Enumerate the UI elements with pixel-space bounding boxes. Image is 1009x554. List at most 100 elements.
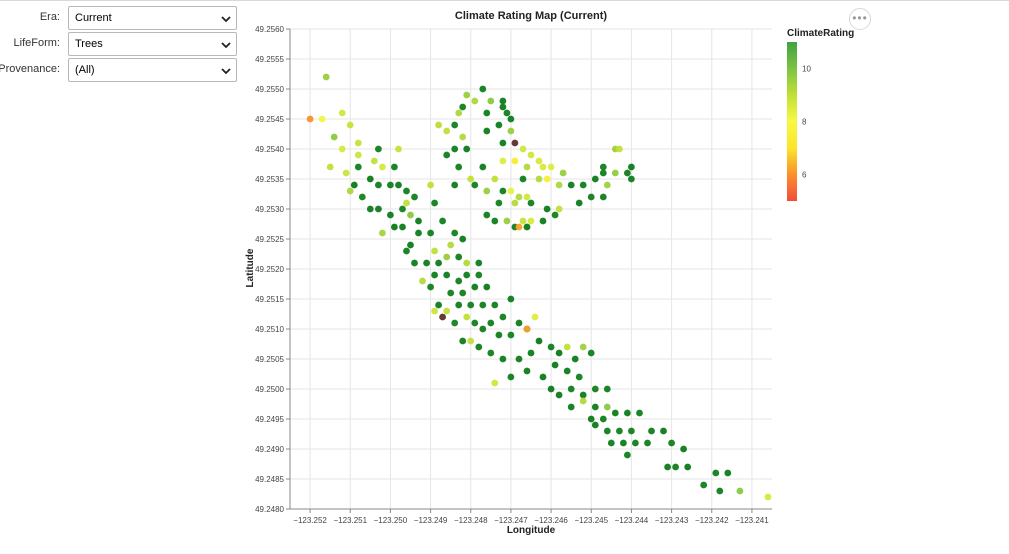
- data-point[interactable]: [346, 121, 354, 129]
- data-point[interactable]: [379, 229, 386, 237]
- data-point[interactable]: [487, 319, 495, 327]
- data-point[interactable]: [491, 175, 499, 183]
- data-point[interactable]: [439, 217, 446, 225]
- data-point[interactable]: [427, 283, 434, 291]
- data-point[interactable]: [519, 145, 527, 153]
- data-point[interactable]: [624, 409, 631, 417]
- lifeform-select[interactable]: Trees: [68, 32, 237, 56]
- data-point[interactable]: [535, 175, 543, 183]
- data-point[interactable]: [471, 97, 479, 105]
- data-point[interactable]: [515, 319, 523, 327]
- data-point[interactable]: [431, 247, 438, 255]
- data-point[interactable]: [407, 241, 414, 249]
- data-point[interactable]: [507, 295, 515, 303]
- data-point[interactable]: [403, 199, 410, 207]
- data-point[interactable]: [370, 157, 378, 165]
- data-point[interactable]: [455, 253, 463, 261]
- data-point[interactable]: [664, 463, 671, 471]
- data-point[interactable]: [463, 259, 471, 267]
- data-point[interactable]: [459, 133, 467, 141]
- data-point[interactable]: [507, 115, 515, 123]
- data-point[interactable]: [375, 145, 382, 153]
- more-options-button[interactable]: •••: [849, 8, 871, 30]
- data-point[interactable]: [527, 151, 535, 159]
- data-point[interactable]: [451, 229, 459, 237]
- data-point[interactable]: [459, 235, 467, 243]
- data-point[interactable]: [403, 187, 410, 195]
- data-point[interactable]: [603, 181, 611, 189]
- data-point[interactable]: [660, 427, 667, 435]
- data-point[interactable]: [451, 145, 459, 153]
- data-point[interactable]: [358, 193, 366, 201]
- data-point[interactable]: [563, 367, 571, 375]
- data-point[interactable]: [555, 391, 563, 399]
- data-point[interactable]: [547, 163, 555, 171]
- data-point[interactable]: [423, 259, 430, 267]
- data-point[interactable]: [567, 181, 575, 189]
- data-point[interactable]: [487, 349, 495, 357]
- data-point[interactable]: [487, 97, 495, 105]
- data-point[interactable]: [439, 313, 446, 321]
- data-point[interactable]: [403, 247, 410, 255]
- data-point[interactable]: [479, 163, 487, 171]
- data-point[interactable]: [495, 121, 503, 129]
- data-point[interactable]: [483, 127, 491, 135]
- data-point[interactable]: [591, 421, 599, 429]
- data-point[interactable]: [435, 259, 442, 267]
- data-point[interactable]: [551, 211, 559, 219]
- data-point[interactable]: [603, 403, 611, 411]
- data-point[interactable]: [391, 163, 398, 171]
- data-point[interactable]: [318, 115, 326, 123]
- data-point[interactable]: [543, 205, 551, 213]
- data-point[interactable]: [575, 373, 583, 381]
- data-point[interactable]: [483, 187, 491, 195]
- data-point[interactable]: [523, 193, 531, 201]
- data-point[interactable]: [435, 301, 442, 309]
- data-point[interactable]: [499, 187, 507, 195]
- data-point[interactable]: [611, 409, 619, 417]
- data-point[interactable]: [387, 181, 394, 189]
- data-point[interactable]: [419, 277, 426, 285]
- data-point[interactable]: [551, 361, 559, 369]
- data-point[interactable]: [495, 199, 503, 207]
- data-point[interactable]: [395, 145, 402, 153]
- data-point[interactable]: [519, 175, 527, 183]
- data-point[interactable]: [354, 163, 362, 171]
- data-point[interactable]: [628, 175, 635, 183]
- data-point[interactable]: [712, 469, 720, 477]
- data-point[interactable]: [607, 439, 615, 447]
- data-point[interactable]: [535, 337, 543, 345]
- data-point[interactable]: [579, 397, 587, 405]
- data-point[interactable]: [644, 439, 651, 447]
- data-points[interactable]: [306, 73, 772, 501]
- data-point[interactable]: [507, 187, 515, 195]
- data-point[interactable]: [451, 181, 459, 189]
- data-point[interactable]: [499, 97, 507, 105]
- data-point[interactable]: [435, 121, 442, 129]
- data-point[interactable]: [326, 163, 334, 171]
- data-point[interactable]: [479, 301, 487, 309]
- data-point[interactable]: [499, 313, 507, 321]
- data-point[interactable]: [451, 319, 459, 327]
- data-point[interactable]: [499, 157, 507, 165]
- data-point[interactable]: [579, 343, 587, 351]
- data-point[interactable]: [443, 151, 451, 159]
- data-point[interactable]: [338, 109, 346, 117]
- data-point[interactable]: [620, 439, 627, 447]
- data-point[interactable]: [531, 313, 539, 321]
- data-point[interactable]: [579, 391, 587, 399]
- data-point[interactable]: [648, 427, 655, 435]
- data-point[interactable]: [459, 337, 467, 345]
- data-point[interactable]: [624, 169, 631, 177]
- data-point[interactable]: [471, 181, 479, 189]
- data-point[interactable]: [499, 355, 507, 363]
- data-point[interactable]: [716, 487, 724, 495]
- data-point[interactable]: [443, 127, 451, 135]
- data-point[interactable]: [543, 175, 551, 183]
- data-point[interactable]: [463, 313, 471, 321]
- data-point[interactable]: [555, 205, 563, 213]
- data-point[interactable]: [459, 103, 467, 111]
- data-point[interactable]: [407, 211, 414, 219]
- data-point[interactable]: [491, 301, 499, 309]
- data-point[interactable]: [668, 439, 675, 447]
